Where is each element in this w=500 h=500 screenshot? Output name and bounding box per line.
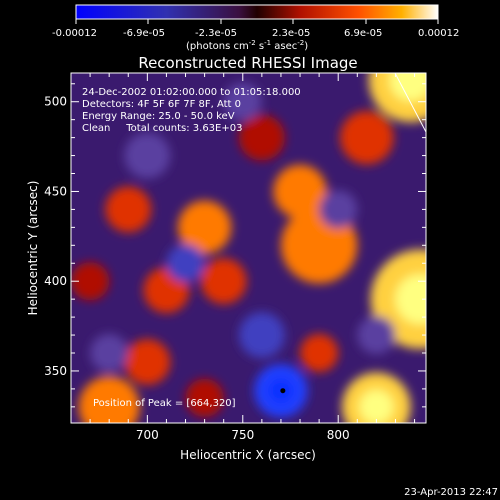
blob-core [395, 274, 426, 324]
observation-info: 24-Dec-2002 01:02:00.000 to 01:05:18.000… [82, 87, 301, 134]
colorbar-unit-label: (photons cm-2 s-1 asec-2) [186, 39, 308, 52]
emission-blob [105, 186, 152, 233]
negative-blob [238, 312, 285, 358]
colorbar-tick-label: 0.00012 [418, 28, 459, 39]
x-tick-label: 800 [327, 428, 350, 442]
info-line: Energy Range: 25.0 - 50.0 keV [82, 111, 235, 122]
emission-blob [124, 339, 171, 385]
negative-blob [166, 244, 205, 283]
x-tick-label: 750 [231, 428, 254, 442]
colorbar [75, 4, 439, 20]
negative-blob [124, 132, 171, 179]
emission-blob [200, 258, 247, 305]
y-tick-label: 500 [44, 95, 67, 109]
chart-title: Reconstructed RHESSI Image [138, 54, 357, 72]
colorbar-tick-label: -2.3e-05 [195, 28, 237, 39]
emission-blob [238, 114, 285, 161]
negative-blob [319, 190, 358, 229]
negative-blob [90, 333, 129, 373]
colorbar-tick-label: 6.9e-05 [344, 28, 382, 39]
info-line: Clean Total counts: 3.63E+03 [82, 123, 242, 134]
peak-position-label: Position of Peak = [664,320] [93, 398, 236, 409]
emission-blob [273, 164, 327, 219]
emission-blob [340, 110, 394, 165]
emission-blob [300, 333, 339, 373]
y-tick-label: 450 [44, 184, 67, 198]
y-axis-label: Heliocentric Y (arcsec) [26, 181, 40, 316]
peak-marker [280, 388, 286, 394]
colorbar-tick-label: -0.00012 [52, 28, 97, 39]
footer-timestamp: 23-Apr-2013 22:47 [404, 487, 498, 498]
negative-blob [357, 315, 396, 355]
negative-blob [223, 82, 262, 121]
info-line: 24-Dec-2002 01:02:00.000 to 01:05:18.000 [82, 87, 301, 98]
info-line: Detectors: 4F 5F 6F 7F 8F, Att 0 [82, 99, 241, 110]
plot-frame [70, 72, 427, 424]
colorbar-tick-label: 2.3e-05 [272, 28, 310, 39]
emission-blob [185, 378, 224, 417]
y-tick-label: 350 [44, 364, 67, 378]
emission-blob [78, 376, 140, 423]
emission-blob [177, 200, 232, 255]
solar-limb-line [394, 72, 427, 133]
x-tick-label: 700 [136, 428, 159, 442]
colorbar-ticks [75, 19, 439, 24]
emission-blob [71, 262, 110, 301]
x-axis-label: Heliocentric X (arcsec) [180, 448, 316, 462]
blob-core [389, 73, 426, 102]
blob-core [359, 389, 394, 423]
axes: 700 750 800 350 400 450 500 [44, 73, 426, 442]
colorbar-tick-label: -6.9e-05 [123, 28, 165, 39]
y-tick-label: 400 [44, 274, 67, 288]
